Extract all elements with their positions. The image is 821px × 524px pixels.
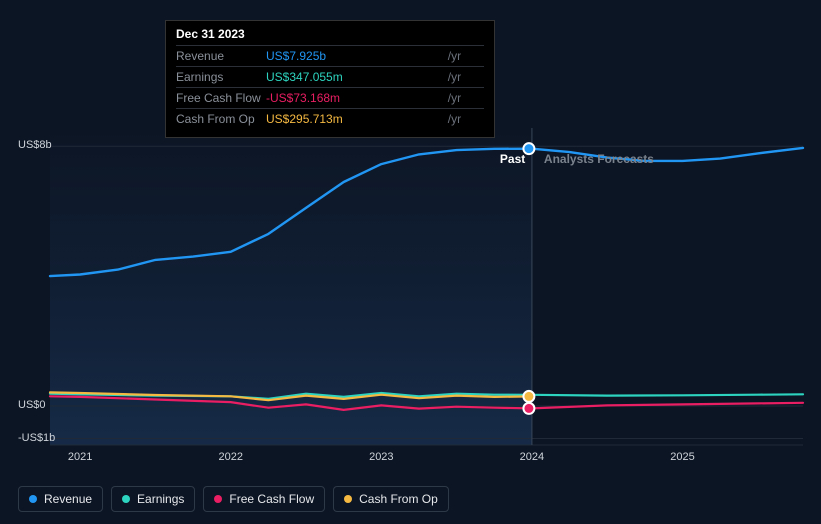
x-tick-label: 2023	[369, 451, 393, 463]
tooltip-date: Dec 31 2023	[176, 27, 484, 45]
legend-item-revenue[interactable]: Revenue	[18, 486, 103, 512]
tooltip-metric-unit: /yr	[444, 109, 484, 130]
y-tick-label: US$8b	[18, 139, 52, 151]
legend-label: Revenue	[44, 492, 92, 506]
financials-chart: -US$1b US$0 US$8b 2021 2022 2023 2024 2025 Pas…	[0, 0, 821, 524]
legend-label: Free Cash Flow	[229, 492, 314, 506]
x-tick-label: 2024	[520, 451, 544, 463]
forecast-label: Analysts Forecasts	[544, 152, 654, 166]
tooltip-metric-value: US$295.713m	[266, 109, 444, 130]
legend-label: Cash From Op	[359, 492, 438, 506]
tooltip-metric-unit: /yr	[444, 67, 484, 88]
legend-swatch-icon	[29, 495, 37, 503]
legend-swatch-icon	[214, 495, 222, 503]
y-tick-label: -US$1b	[18, 432, 55, 444]
legend: Revenue Earnings Free Cash Flow Cash From O…	[18, 486, 449, 512]
tooltip-metric-label: Revenue	[176, 46, 266, 67]
legend-swatch-icon	[344, 495, 352, 503]
tooltip-metric-value: US$7.925b	[266, 46, 444, 67]
x-tick-label: 2025	[670, 451, 694, 463]
tooltip-metric-label: Free Cash Flow	[176, 88, 266, 109]
tooltip-metric-label: Earnings	[176, 67, 266, 88]
legend-swatch-icon	[122, 495, 130, 503]
x-tick-label: 2021	[68, 451, 92, 463]
y-tick-label: US$0	[18, 399, 46, 411]
tooltip-metric-unit: /yr	[444, 46, 484, 67]
past-label: Past	[500, 152, 525, 166]
x-tick-label: 2022	[218, 451, 242, 463]
legend-label: Earnings	[137, 492, 184, 506]
tooltip-metric-label: Cash From Op	[176, 109, 266, 130]
legend-item-fcf[interactable]: Free Cash Flow	[203, 486, 325, 512]
legend-item-cfo[interactable]: Cash From Op	[333, 486, 449, 512]
hover-tooltip: Dec 31 2023 RevenueUS$7.925b/yr EarningsU…	[165, 20, 495, 138]
legend-item-earnings[interactable]: Earnings	[111, 486, 195, 512]
tooltip-metric-value: US$347.055m	[266, 67, 444, 88]
tooltip-metric-unit: /yr	[444, 88, 484, 109]
tooltip-metric-value: -US$73.168m	[266, 88, 444, 109]
